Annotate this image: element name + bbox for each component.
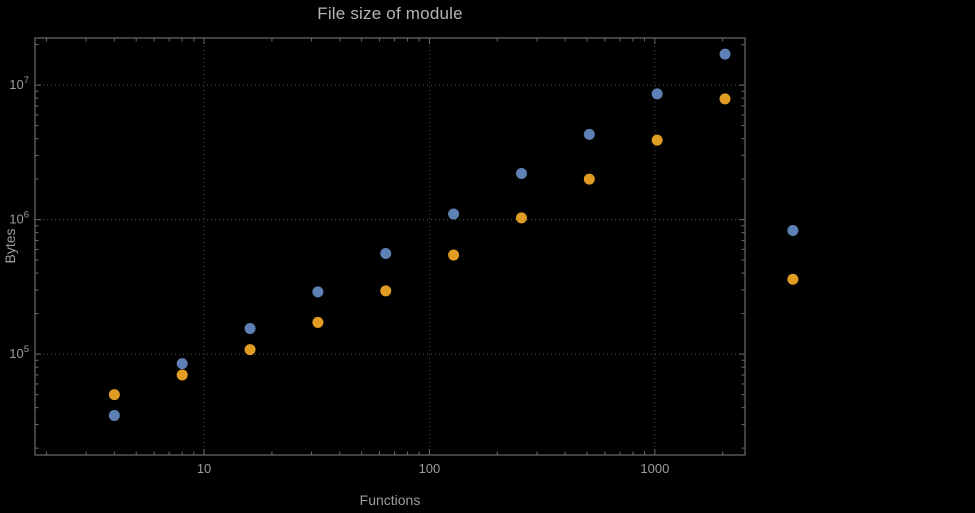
data-point-module-size-orange [380,285,392,297]
data-point-module-size-orange [176,369,188,381]
data-point-module-size-blue [380,247,392,259]
data-point-module-size-blue [583,128,595,140]
data-point-module-size-blue [244,323,256,335]
data-point-module-size-orange [244,344,256,356]
y-axis-label: Bytes [2,228,18,264]
data-point-module-size-orange [651,134,663,146]
y-tick-label: 107 [9,75,29,92]
data-point-module-size-orange [108,389,120,401]
data-point-module-size-orange [719,93,731,105]
data-point-module-size-blue [108,409,120,421]
data-point-module-size-orange [583,173,595,185]
data-point-module-size-orange [448,249,460,261]
data-point-module-size-blue [787,224,799,236]
y-tick-label: 105 [9,344,29,361]
data-point-module-size-orange [515,212,527,224]
data-point-module-size-blue [651,88,663,100]
y-tick-label: 106 [9,210,29,227]
data-point-module-size-orange [312,316,324,328]
data-point-module-size-blue [719,48,731,60]
x-tick-label: 100 [419,461,441,476]
x-axis-label: Functions [359,492,421,508]
data-point-module-size-blue [448,208,460,220]
data-point-module-size-blue [312,286,324,298]
x-tick-label: 1000 [640,461,669,476]
x-tick-label: 10 [197,461,211,476]
data-point-module-size-blue [176,358,188,370]
data-point-module-size-orange [787,273,799,285]
chart-title: File size of module [317,4,463,23]
data-point-module-size-blue [515,168,527,180]
plot-frame [34,37,746,456]
